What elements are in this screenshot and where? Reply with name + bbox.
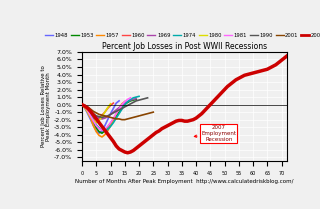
Legend: 1948, 1953, 1957, 1960, 1969, 1974, 1980, 1981, 1990, 2001, 2007: 1948, 1953, 1957, 1960, 1969, 1974, 1980…	[43, 31, 320, 40]
X-axis label: Number of Months After Peak Employment  http://www.calculatedriskblog.com/: Number of Months After Peak Employment h…	[76, 178, 294, 184]
Text: 2007
Employment
Recession: 2007 Employment Recession	[194, 125, 236, 142]
Title: Percent Job Losses in Post WWII Recessions: Percent Job Losses in Post WWII Recessio…	[102, 42, 267, 51]
Y-axis label: Percent Job Losses Relative to
Peak Employment Month: Percent Job Losses Relative to Peak Empl…	[41, 66, 52, 147]
